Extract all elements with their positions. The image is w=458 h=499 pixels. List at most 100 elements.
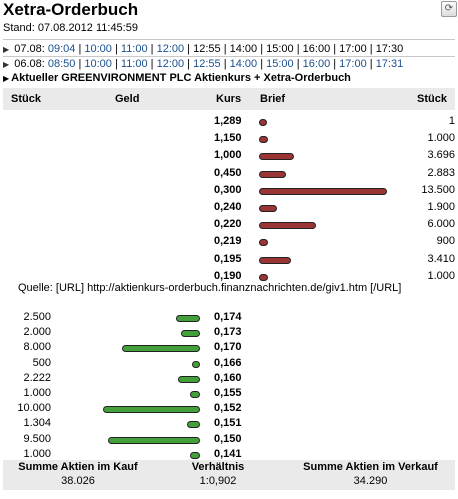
separator: | [75, 43, 85, 55]
separator: | [184, 43, 194, 55]
col-stueck-right: Stück [417, 93, 447, 105]
column-header: Stück Geld Kurs Brief Stück [3, 88, 455, 110]
col-stueck-left: Stück [11, 93, 41, 105]
divider [3, 39, 455, 40]
ask-volume-bar [259, 119, 267, 126]
bid-stueck: 1.000 [23, 387, 51, 399]
ask-volume-bar [259, 187, 387, 195]
bid-kurs: 0,166 [214, 356, 242, 369]
time-link[interactable]: 17:31 [375, 58, 404, 70]
separator: | [147, 43, 157, 55]
timestamp: Stand: 07.08.2012 11:45:59 [3, 22, 138, 34]
bid-kurs: 0,160 [214, 371, 242, 384]
ask-stueck: 1.900 [427, 201, 455, 213]
time-links-row-1: ▶ 07.08: 09:04 | 10:00 | 11:00 | 12:00 |… [3, 43, 403, 55]
separator: | [147, 58, 157, 70]
ask-stueck: 3.410 [427, 252, 455, 265]
ask-kurs: 1,150 [214, 132, 242, 145]
bid-kurs: 0,170 [214, 341, 242, 354]
ask-stueck: 1.000 [427, 269, 455, 282]
col-brief: Brief [260, 93, 286, 105]
ask-stueck: 13.500 [421, 183, 455, 196]
separator: | [330, 58, 340, 70]
bid-volume-bar [180, 330, 200, 338]
bid-stueck: 1.000 [23, 447, 51, 460]
triangle-right-icon: ▶ [3, 74, 10, 83]
summary-footer: Summe Aktien im Kauf 38.026 Verhältnis 1… [3, 460, 455, 490]
ask-kurs: 0,195 [214, 252, 242, 265]
ask-stueck: 2.883 [427, 166, 455, 179]
triangle-right-icon: ▶ [3, 45, 10, 54]
col-kurs: Kurs [216, 93, 242, 105]
time-link[interactable]: 09:04 [47, 43, 76, 55]
time-link[interactable]: 10:00 [84, 58, 112, 70]
time-link[interactable]: 12:00 [156, 43, 185, 55]
time-link[interactable]: 12:55 [193, 58, 221, 70]
ask-volume-bar [259, 136, 269, 144]
bid-volume-bar [190, 451, 200, 459]
refresh-icon[interactable]: ⟳ [441, 1, 457, 17]
orderbook-heading: ▶ Aktueller GREENVIRONMENT PLC Aktienkurs… [3, 72, 351, 84]
ratio-value: 1:0,902 [199, 475, 237, 487]
bid-volume-bar [122, 345, 200, 353]
date-label: 07.08: [11, 43, 48, 55]
page-title: Xetra-Orderbuch [3, 0, 139, 19]
bid-volume-bar [190, 391, 200, 398]
separator: | [257, 43, 267, 55]
bid-stueck: 9.500 [23, 432, 51, 445]
ask-kurs: 0,190 [214, 269, 242, 282]
bid-kurs: 0,150 [214, 432, 242, 445]
time-link[interactable]: 16:00 [302, 58, 331, 70]
separator: | [220, 43, 230, 55]
source-text: Quelle: [URL] http://aktienkurs-orderbuc… [18, 282, 402, 294]
kauf-label: Summe Aktien im Kauf [18, 461, 138, 473]
bid-volume-bar [103, 406, 200, 414]
time-link[interactable]: 17:30 [375, 43, 404, 55]
col-geld: Geld [115, 93, 140, 105]
ask-kurs: 1,289 [214, 115, 242, 127]
time-link[interactable]: 15:00 [266, 58, 294, 70]
time-link[interactable]: 10:00 [84, 43, 112, 55]
bid-kurs: 0,155 [214, 387, 242, 399]
time-link[interactable]: 12:55 [193, 43, 221, 55]
ask-volume-bar [259, 256, 292, 264]
separator: | [257, 58, 267, 70]
heading-text: Aktueller GREENVIRONMENT PLC Aktienkurs … [11, 72, 351, 84]
separator: | [111, 58, 121, 70]
ratio-label: Verhältnis [191, 461, 245, 473]
time-link[interactable]: 12:00 [156, 58, 185, 70]
separator: | [366, 58, 376, 70]
ask-volume-bar [259, 170, 287, 178]
bid-stueck: 2.000 [23, 326, 51, 339]
ask-volume-bar [259, 153, 295, 161]
time-link[interactable]: 14:00 [229, 43, 258, 55]
bid-volume-bar [107, 436, 200, 444]
time-link[interactable]: 17:00 [339, 43, 367, 55]
ask-volume-bar [259, 239, 268, 247]
time-link[interactable]: 14:00 [229, 58, 258, 70]
bid-volume-bar [175, 315, 200, 322]
bid-kurs: 0,152 [214, 402, 242, 415]
ask-kurs: 0,219 [214, 235, 242, 248]
bid-stueck: 1.304 [23, 417, 51, 430]
bid-volume-bar [187, 421, 200, 429]
time-link[interactable]: 15:00 [266, 43, 294, 55]
time-link[interactable]: 08:50 [47, 58, 76, 70]
time-link[interactable]: 11:00 [120, 43, 148, 55]
bid-stueck: 500 [32, 356, 51, 369]
ask-stueck: 1 [448, 115, 455, 127]
ask-volume-bar [259, 205, 277, 212]
time-link[interactable]: 16:00 [302, 43, 331, 55]
time-link[interactable]: 17:00 [339, 58, 367, 70]
ask-stueck: 6.000 [427, 218, 455, 231]
ask-stueck: 1.000 [427, 132, 455, 145]
bid-kurs: 0,173 [214, 326, 242, 339]
ask-stueck: 900 [436, 235, 455, 248]
bid-kurs: 0,141 [214, 447, 242, 460]
verkauf-label: Summe Aktien im Verkauf [303, 461, 438, 473]
ask-kurs: 1,000 [214, 149, 242, 162]
separator: | [330, 43, 340, 55]
ask-kurs: 0,300 [214, 183, 242, 196]
separator: | [111, 43, 121, 55]
time-link[interactable]: 11:00 [120, 58, 148, 70]
